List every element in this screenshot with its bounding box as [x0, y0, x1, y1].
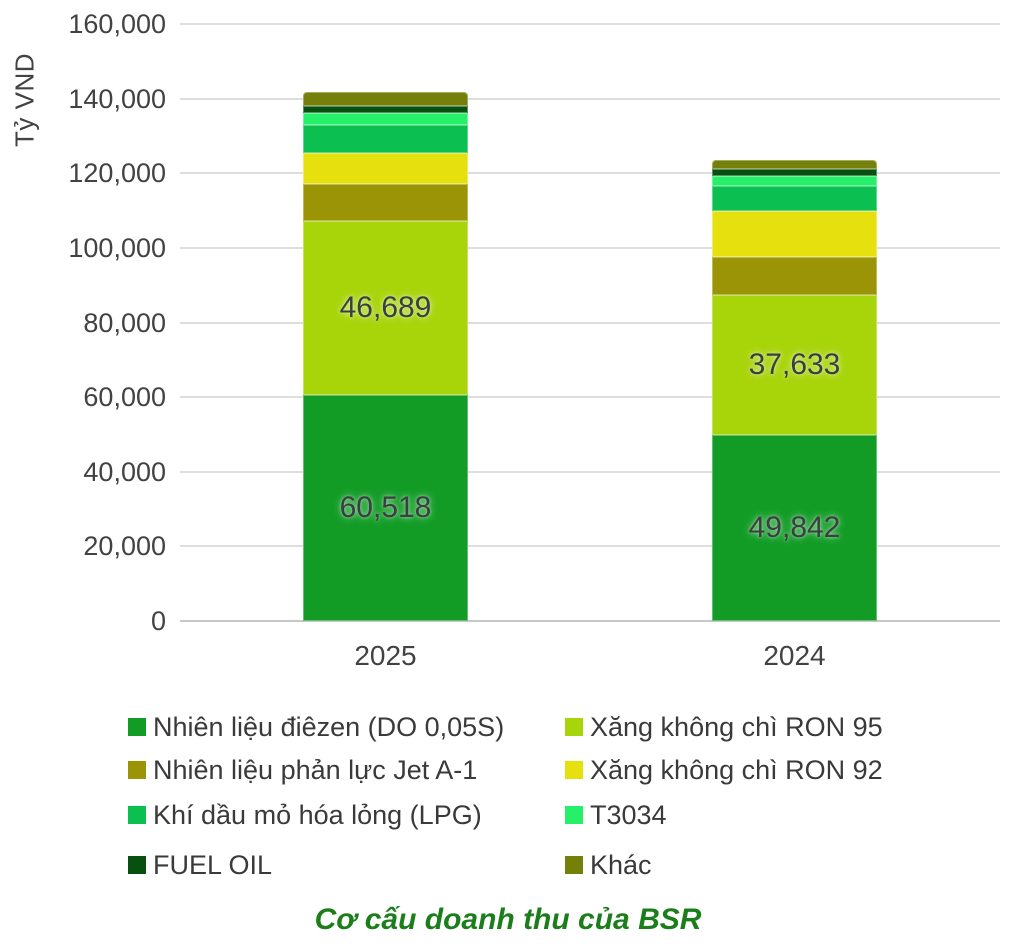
legend-item: Xăng không chì RON 95: [565, 710, 883, 744]
gridline-40000: [180, 470, 1000, 473]
bar-segment-2025-3: [303, 184, 468, 221]
gridline-120000: [180, 172, 1000, 175]
legend-item-label: Nhiên liệu phản lực Jet A-1: [153, 754, 478, 785]
legend-item: Khí dầu mỏ hóa lỏng (LPG): [128, 798, 482, 832]
bar-segment-2025-4: [303, 153, 468, 185]
x-category-label: 2024: [763, 640, 826, 671]
legend-swatch-icon: [565, 718, 583, 736]
segment-value-label: 37,633: [748, 347, 841, 381]
gridline-80000: [180, 321, 1000, 324]
bar-segment-2025-7: [303, 105, 468, 113]
legend-swatch-icon: [128, 856, 146, 874]
y-tick-label: 160,000: [68, 9, 166, 39]
y-tick-label: 60,000: [83, 382, 166, 413]
segment-value-label: 60,518: [339, 491, 432, 525]
legend-item: Nhiên liệu phản lực Jet A-1: [128, 753, 477, 787]
y-tick-label: 120,000: [68, 158, 166, 189]
bar-segment-2024-3: [712, 256, 877, 295]
legend-item-label: T3034: [590, 799, 667, 830]
bar-segment-2024-1: 49,842: [712, 435, 877, 621]
legend-swatch-icon: [128, 718, 146, 736]
legend-item-label: Nhiên liệu điêzen (DO 0,05S): [153, 711, 505, 742]
bar-segment-2024-7: [712, 169, 877, 177]
bar-segment-2024-6: [712, 176, 877, 187]
legend-item-label: Xăng không chì RON 95: [590, 711, 883, 742]
gridline-0: [180, 620, 1000, 622]
bar-segment-2024-8: [712, 160, 877, 170]
y-tick-label: 0: [150, 606, 166, 636]
legend-item-label: Khí dầu mỏ hóa lỏng (LPG): [153, 799, 482, 830]
gridline-140000: [180, 97, 1000, 100]
legend-item-label: FUEL OIL: [153, 849, 273, 880]
segment-value-label: 49,842: [748, 511, 841, 544]
legend-item: Xăng không chì RON 92: [565, 753, 883, 787]
legend-swatch-icon: [565, 806, 583, 824]
y-tick-label: 20,000: [83, 531, 166, 562]
bar-segment-2025-5: [303, 124, 468, 154]
legend-item-label: Xăng không chì RON 92: [590, 754, 883, 785]
x-category-label: 2025: [354, 640, 417, 671]
y-tick-label: 140,000: [68, 83, 166, 114]
legend-swatch-icon: [128, 806, 146, 824]
y-tick-label: 40,000: [83, 456, 166, 487]
bar-segment-2025-8: [303, 91, 468, 106]
y-tick-label: 80,000: [83, 307, 166, 338]
legend-swatch-icon: [565, 856, 583, 874]
bar-segment-2025-1: 60,518: [303, 395, 468, 621]
legend-item: T3034: [565, 798, 667, 832]
y-tick-label: 100,000: [68, 232, 166, 263]
legend-item: Khác: [565, 848, 652, 882]
gridline-160000: [180, 23, 1000, 25]
gridline-60000: [180, 396, 1000, 399]
bar-segment-2024-5: [712, 186, 877, 212]
gridline-20000: [180, 545, 1000, 548]
legend-item: FUEL OIL: [128, 848, 272, 882]
legend-swatch-icon: [128, 761, 146, 779]
bar-segment-2025-6: [303, 112, 468, 125]
legend-item: Nhiên liệu điêzen (DO 0,05S): [128, 710, 504, 744]
bar-segment-2024-2: 37,633: [712, 294, 877, 435]
chart-title: Cơ cấu doanh thu của BSR: [314, 903, 702, 936]
bar-segment-2024-4: [712, 211, 877, 257]
gridline-100000: [180, 246, 1000, 249]
legend-swatch-icon: [565, 761, 583, 779]
bar-segment-2025-2: 46,689: [303, 220, 468, 396]
legend-item-label: Khác: [590, 849, 652, 880]
segment-value-label: 46,689: [339, 291, 432, 325]
